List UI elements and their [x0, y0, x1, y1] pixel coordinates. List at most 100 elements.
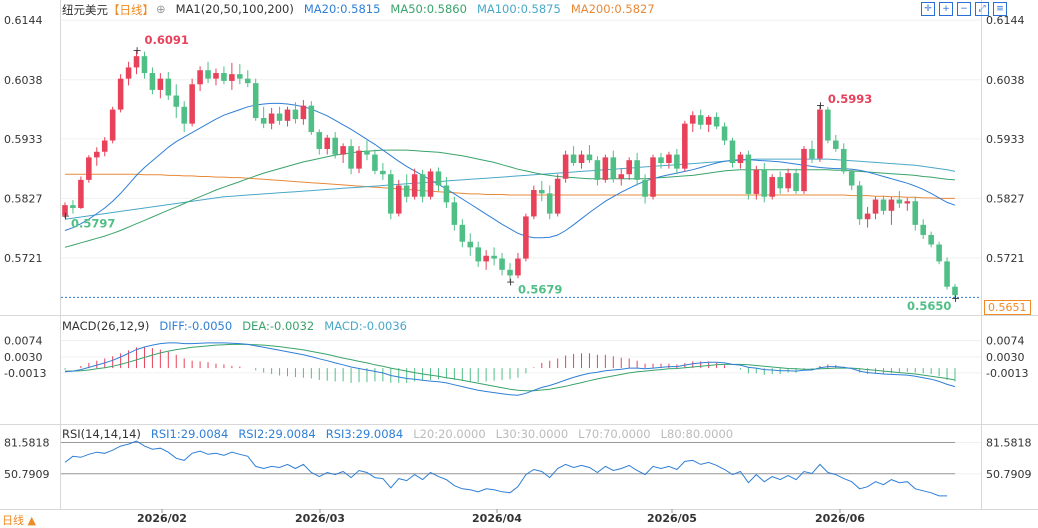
- candle-body: [713, 116, 720, 127]
- candle-body: [817, 109, 823, 159]
- candle-body: [133, 56, 140, 68]
- candle-body: [78, 179, 84, 208]
- macd-diff-value: DIFF:-0.0050: [159, 319, 233, 333]
- candle-body: [785, 173, 791, 189]
- candle-body: [411, 174, 418, 197]
- rsi3-value: RSI3:29.0084: [325, 427, 404, 441]
- macd-macd-value: MACD:-0.0036: [324, 319, 408, 333]
- crosshair-icon[interactable]: ✛: [921, 2, 935, 16]
- fullscreen-icon[interactable]: ⤢: [975, 2, 989, 16]
- rsi-panel-bottom-border: [0, 509, 1038, 510]
- settings-icon[interactable]: ⊕: [156, 2, 166, 16]
- rsi-header: RSI(14,14,14) RSI1:29.0084 RSI2:29.0084 …: [62, 427, 733, 441]
- right-axis-border: [981, 0, 982, 510]
- candle-body: [197, 70, 203, 85]
- price-y-tick-right: 0.6144: [986, 14, 1025, 27]
- x-tick-label: 2026/05: [647, 512, 697, 525]
- candle-body: [459, 224, 466, 242]
- candle-body: [602, 157, 609, 180]
- price-y-tick-left: 0.5933: [4, 133, 43, 146]
- candle-body: [173, 95, 180, 107]
- macd-y-tick-right: 0.0030: [986, 351, 1025, 364]
- candle-body: [888, 199, 895, 211]
- x-tick-label: 2026/03: [295, 512, 345, 525]
- ma100-value: MA100:0.5875: [476, 2, 561, 16]
- candle-body: [944, 261, 950, 287]
- candle-body: [62, 205, 68, 216]
- candle-body: [880, 199, 887, 211]
- candle-body: [101, 140, 108, 152]
- candle-body: [848, 171, 855, 186]
- candle-body: [562, 154, 569, 179]
- candle-body: [761, 169, 768, 197]
- candle-body: [515, 258, 521, 276]
- candle-body: [689, 115, 696, 124]
- ma200-line: [65, 173, 955, 199]
- candle-body: [149, 73, 156, 90]
- menu-icon[interactable]: ≡: [993, 2, 1007, 16]
- candle-body: [682, 123, 688, 169]
- macd-header: MACD(26,12,9) DIFF:-0.0050 DEA:-0.0032 M…: [62, 319, 407, 333]
- candle-body: [181, 106, 187, 124]
- candle-body: [356, 150, 362, 169]
- candle-body: [904, 201, 911, 204]
- rsi2-value: RSI2:29.0084: [238, 427, 316, 441]
- left-axis-border: [60, 0, 61, 510]
- macd-y-tick-right: -0.0013: [986, 367, 1028, 380]
- candle-body: [856, 185, 863, 220]
- candle-body: [650, 157, 656, 197]
- ma-indicator-label[interactable]: MA1(20,50,100,200): [175, 2, 294, 16]
- candle-body: [237, 74, 243, 79]
- candle-body: [920, 224, 926, 235]
- period-label[interactable]: 【日线】: [108, 3, 154, 17]
- candle-body: [395, 185, 402, 214]
- high-annotation-2: 0.5993: [828, 92, 872, 106]
- candle-body: [539, 189, 545, 194]
- candle-body: [380, 170, 386, 175]
- price-y-tick-right: 0.6038: [986, 74, 1025, 87]
- price-y-tick-left: 0.5721: [4, 252, 43, 265]
- candle-body: [531, 189, 537, 217]
- low-annotation-3-marker: +: [951, 292, 960, 305]
- zoom-in-icon[interactable]: +: [939, 2, 953, 16]
- candle-body: [729, 140, 736, 163]
- low-annotation-1-marker: +: [61, 209, 70, 222]
- zoom-out-icon[interactable]: −: [957, 2, 971, 16]
- rsi-label[interactable]: RSI(14,14,14): [62, 427, 141, 441]
- candle-body: [499, 258, 505, 270]
- macd-diff-line: [64, 342, 956, 396]
- macd-y-tick-left: 0.0030: [4, 351, 43, 364]
- candle-body: [260, 118, 267, 124]
- macd-label[interactable]: MACD(26,12,9): [62, 319, 150, 333]
- candle-body: [403, 185, 410, 197]
- instrument-title[interactable]: 纽元美元: [62, 3, 108, 17]
- low-annotation-2-marker: +: [506, 276, 515, 289]
- candle-body: [316, 132, 323, 149]
- main-header: 纽元美元 【日线】 ⊕ MA1(20,50,100,200) MA20:0.58…: [62, 2, 655, 18]
- price-y-tick-right: 0.5721: [986, 252, 1025, 265]
- macd-y-tick-left: 0.0074: [4, 335, 43, 348]
- rsi-l30-value: L30:30.0000: [495, 427, 569, 441]
- high-annotation-1-marker: +: [133, 44, 142, 57]
- candle-body: [634, 160, 640, 180]
- candle-body: [348, 146, 354, 169]
- rsi-y-tick-right: 50.7909: [986, 468, 1032, 481]
- candle-body: [117, 78, 124, 110]
- current-price-label: 0.5651: [984, 300, 1031, 315]
- candle-body: [594, 160, 601, 180]
- price-y-tick-right: 0.5827: [986, 192, 1025, 205]
- candle-body: [268, 113, 275, 124]
- candle-body: [626, 160, 632, 175]
- period-toggle-button[interactable]: 日线 ▲: [2, 514, 36, 527]
- candle-body: [769, 177, 776, 197]
- rsi-l80-value: L80:80.0000: [660, 427, 734, 441]
- candle-body: [475, 247, 481, 262]
- candle-body: [872, 199, 879, 214]
- price-y-tick-left: 0.5827: [4, 192, 43, 205]
- candle-body: [109, 109, 116, 141]
- macd-panel-bottom-border: [0, 424, 1038, 425]
- ma200-value: MA200:0.5827: [570, 2, 655, 16]
- candle-body: [825, 109, 831, 141]
- candle-body: [427, 171, 434, 197]
